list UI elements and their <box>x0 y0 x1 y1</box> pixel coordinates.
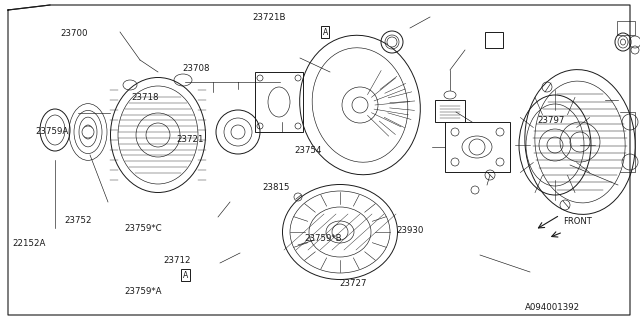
Text: 23712: 23712 <box>163 256 191 265</box>
Text: 23759*A: 23759*A <box>125 287 163 296</box>
Bar <box>445 122 510 172</box>
Text: 23759*C: 23759*C <box>125 224 163 233</box>
Text: 23708: 23708 <box>182 64 210 73</box>
Text: 23754: 23754 <box>294 146 322 155</box>
Text: 23721B: 23721B <box>253 13 286 22</box>
Circle shape <box>82 126 94 138</box>
Bar <box>617 21 635 35</box>
Text: 23797: 23797 <box>538 116 565 124</box>
Text: 23815: 23815 <box>262 183 290 192</box>
Bar <box>255 72 303 132</box>
Text: 22152A: 22152A <box>13 239 46 248</box>
Bar <box>485 32 503 48</box>
Text: 23727: 23727 <box>339 279 367 288</box>
Text: 23759A: 23759A <box>35 127 68 136</box>
Text: 23718: 23718 <box>131 93 159 102</box>
Text: 23759*B: 23759*B <box>304 234 342 243</box>
Text: FRONT: FRONT <box>563 218 592 227</box>
Text: A: A <box>323 28 328 36</box>
Circle shape <box>387 37 397 47</box>
Bar <box>435 100 465 122</box>
Text: A094001392: A094001392 <box>525 303 580 312</box>
Text: 23752: 23752 <box>64 216 92 225</box>
Text: 23721: 23721 <box>176 135 204 144</box>
Text: A: A <box>183 271 188 280</box>
Text: 23700: 23700 <box>61 29 88 38</box>
Text: 23930: 23930 <box>397 226 424 235</box>
